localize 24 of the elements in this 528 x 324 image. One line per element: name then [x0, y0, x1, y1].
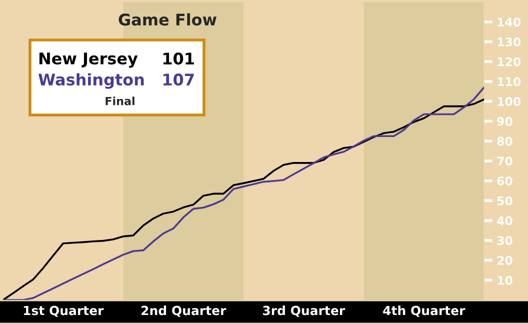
y-tick-label: 120 [498, 57, 521, 66]
y-tick-label: 50 [497, 196, 512, 206]
y-tick-label: 70 [497, 156, 512, 166]
y-tick-label: 130 [498, 37, 521, 46]
text: Game Flow [118, 13, 216, 26]
y-tick-label: 90 [497, 116, 512, 126]
x-tick-label: 3rd Quarter [263, 306, 346, 317]
x-tick-label: 1st Quarter [24, 306, 104, 317]
y-tick-label: 40 [497, 216, 512, 226]
x-tick-label: 4th Quarter [383, 306, 466, 317]
y-tick-label: 80 [497, 136, 512, 146]
y-tick-label: 140 [498, 18, 521, 27]
y-tick-label: 110 [498, 77, 521, 86]
x-tick-label: 2nd Quarter [142, 306, 226, 317]
y-tick-label: 100 [498, 97, 521, 106]
y-tick-label: 60 [497, 176, 512, 186]
annotation: 107 [163, 74, 194, 86]
annotation: 101 [163, 52, 194, 65]
y-tick-label: 30 [497, 236, 512, 246]
y-tick-label: 20 [497, 256, 512, 265]
y-tick-label: 10 [498, 276, 512, 285]
text: New Jersey [39, 52, 138, 68]
annotation: Final [106, 96, 134, 106]
text: Washington [38, 73, 144, 89]
